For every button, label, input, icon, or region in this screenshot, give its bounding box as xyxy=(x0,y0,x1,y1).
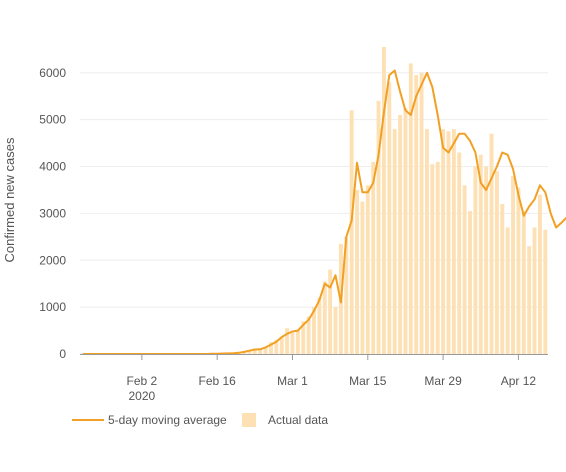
y-tick-label: 4000 xyxy=(39,160,66,174)
y-tick-label: 2000 xyxy=(39,253,66,267)
actual-data-bar xyxy=(430,164,435,354)
x-tick-sublabel: 2020 xyxy=(129,389,156,403)
actual-data-bar xyxy=(349,110,354,354)
actual-data-bar xyxy=(392,129,397,354)
actual-data-bar xyxy=(306,316,311,354)
x-tick-label: Mar 1 xyxy=(277,374,308,388)
x-tick-label: Feb 16 xyxy=(198,374,236,388)
legend-bar-label: Actual data xyxy=(268,413,328,427)
actual-data-bar xyxy=(263,346,268,354)
x-tick-label: Feb 2 xyxy=(127,374,158,388)
actual-data-bar xyxy=(521,211,526,354)
actual-data-bar xyxy=(274,339,279,354)
actual-data-bar xyxy=(295,330,300,354)
actual-data-bar xyxy=(484,166,489,354)
legend: 5-day moving average Actual data xyxy=(72,413,328,427)
actual-data-bar xyxy=(285,328,290,354)
actual-data-bar xyxy=(478,154,483,354)
x-tick-label: Apr 12 xyxy=(501,374,537,388)
actual-data-bar xyxy=(537,194,542,354)
actual-data-bar xyxy=(511,175,515,354)
actual-data-bar xyxy=(441,129,446,354)
x-tick-label: Mar 15 xyxy=(349,374,387,388)
y-tick-label: 1000 xyxy=(39,300,66,314)
actual-data-bar xyxy=(489,133,494,354)
actual-data-bar xyxy=(355,189,359,354)
actual-data-bar xyxy=(258,348,263,354)
actual-data-bar xyxy=(457,152,462,354)
y-tick-label: 0 xyxy=(59,347,66,361)
legend-line-label: 5-day moving average xyxy=(108,413,227,427)
actual-data-bar xyxy=(290,332,295,354)
actual-data-bar xyxy=(532,227,537,354)
actual-data-bar xyxy=(328,269,333,354)
actual-data-bar xyxy=(527,246,532,354)
actual-data-bar xyxy=(360,201,365,354)
actual-data-bar xyxy=(494,171,499,354)
actual-data-bar xyxy=(252,349,257,354)
y-tick-label: 3000 xyxy=(39,206,66,220)
actual-data-bar xyxy=(301,321,306,354)
actual-data-bar xyxy=(462,185,467,354)
actual-data-bar xyxy=(451,129,456,354)
actual-data-bar xyxy=(419,72,424,354)
actual-data-bar xyxy=(387,82,392,354)
x-tick-label: Mar 29 xyxy=(424,374,462,388)
y-axis-label: Confirmed new cases xyxy=(2,137,17,262)
actual-data-bar xyxy=(279,337,284,354)
actual-data-bar xyxy=(317,297,322,354)
actual-data-bar xyxy=(473,166,478,354)
actual-data-bar xyxy=(381,47,386,355)
actual-data-bar xyxy=(435,161,440,354)
actual-data-bar xyxy=(543,229,548,354)
y-tick-label: 6000 xyxy=(39,66,66,80)
legend-bar-swatch xyxy=(242,413,256,427)
actual-data-bar xyxy=(425,129,429,354)
actual-data-bar xyxy=(398,114,403,354)
gridlines xyxy=(80,72,548,308)
y-tick-label: 5000 xyxy=(39,113,66,127)
actual-data-bars xyxy=(209,47,548,355)
actual-data-bar xyxy=(403,107,408,354)
actual-data-bar xyxy=(408,63,413,355)
actual-data-bar xyxy=(516,187,521,354)
actual-data-bar xyxy=(269,342,273,354)
actual-data-bar xyxy=(446,131,451,354)
actual-data-bar xyxy=(371,161,376,354)
actual-data-bar xyxy=(468,211,472,354)
actual-data-bar xyxy=(500,204,505,354)
actual-data-bar xyxy=(312,307,316,354)
actual-data-bar xyxy=(376,100,381,354)
actual-data-bar xyxy=(333,307,338,354)
actual-data-bar xyxy=(322,281,327,354)
actual-data-bar xyxy=(365,185,370,354)
actual-data-bar xyxy=(414,75,419,354)
actual-data-bar xyxy=(247,350,252,354)
actual-data-bar xyxy=(344,236,349,354)
actual-data-bar xyxy=(505,227,510,354)
